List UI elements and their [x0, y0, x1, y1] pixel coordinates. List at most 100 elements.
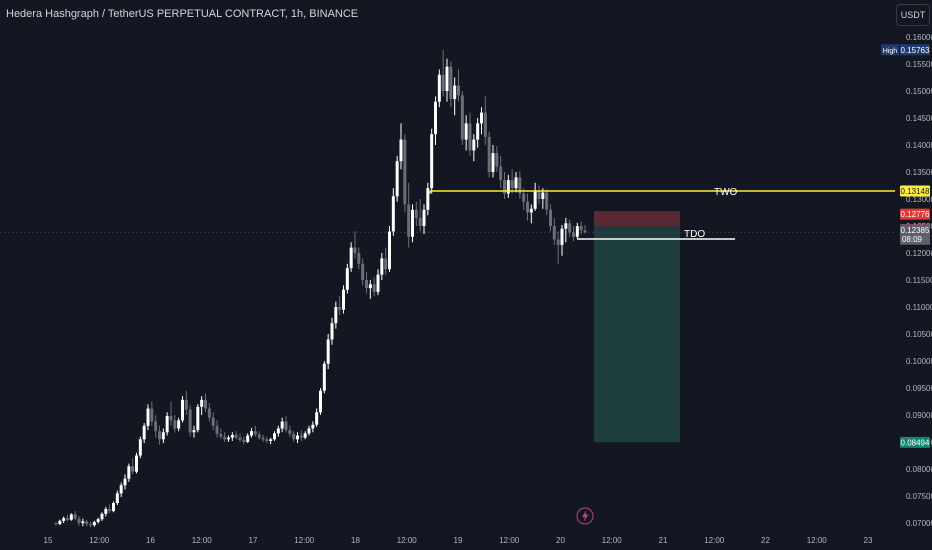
time-tick: 20 [556, 536, 565, 545]
candle-body [77, 518, 81, 523]
candle-body [219, 433, 223, 437]
candle-body [204, 399, 207, 409]
candle-body [391, 196, 395, 232]
candle-body [311, 424, 315, 429]
candle-body [342, 289, 345, 310]
candle-body [357, 253, 361, 264]
candle-body [472, 139, 476, 151]
candle-body [181, 399, 184, 421]
candle-body [142, 425, 146, 440]
price-tag-bg [900, 185, 930, 197]
candle-body [169, 416, 173, 421]
candle-body [361, 263, 365, 280]
price-tag-bg [900, 208, 930, 220]
price-tag-bg [900, 436, 930, 448]
candle-body [242, 439, 246, 442]
time-tick: 12:00 [397, 536, 418, 545]
time-tick: 12:00 [602, 536, 623, 545]
take-profit-zone [594, 226, 680, 443]
candle-body [296, 435, 299, 440]
time-tick: 12:00 [89, 536, 110, 545]
time-tick: 18 [351, 536, 360, 545]
candle-body [192, 430, 196, 433]
candle-body [58, 520, 62, 525]
candle-body [376, 274, 380, 292]
time-tick: 16 [146, 536, 155, 545]
candle-body [414, 209, 418, 218]
candle-body [514, 177, 518, 189]
candle-body [579, 226, 583, 231]
time-tick: 15 [44, 536, 53, 545]
price-tag-value: 0.12385 [901, 226, 930, 235]
stop-loss-zone [594, 211, 680, 227]
candle-body [499, 166, 503, 181]
candle-body [334, 307, 338, 324]
time-tick: 12:00 [807, 536, 828, 545]
candle-body [158, 431, 161, 440]
candle-body [196, 406, 200, 431]
time-tick: 17 [249, 536, 258, 545]
candle-body [146, 408, 150, 426]
candle-body [529, 208, 533, 213]
candle-body [322, 363, 326, 391]
candle-body [257, 434, 261, 438]
candle-body [230, 434, 234, 438]
candle-body [572, 232, 575, 237]
candle-body [112, 503, 115, 512]
candle-body [518, 177, 522, 194]
time-tick: 19 [454, 536, 463, 545]
candle-body [506, 180, 510, 194]
time-tick: 12:00 [704, 536, 725, 545]
candle-body [549, 209, 552, 226]
candle-body [380, 258, 384, 275]
chart-title: Hedera Hashgraph / TetherUS PERPETUAL CO… [6, 8, 359, 20]
candle-body [253, 431, 257, 435]
candle-body [108, 508, 112, 512]
candle-body [434, 101, 437, 135]
candle-body [92, 521, 96, 526]
candle-body [445, 66, 449, 91]
time-tick: 12:00 [294, 536, 315, 545]
candle-body [238, 437, 242, 440]
candle-body [338, 307, 342, 310]
price-tags: 0.15763High0.131480.127760.124650.123850… [881, 44, 930, 448]
price-tag-value: 0.15763 [901, 46, 930, 55]
candle-body [560, 228, 564, 245]
lightning-icon-ring [576, 507, 594, 525]
candle-body [173, 420, 177, 429]
lightning-icon[interactable] [576, 507, 594, 525]
candle-body [200, 399, 204, 407]
candle-body [96, 519, 100, 522]
candle-body [319, 390, 322, 413]
candle-body [177, 420, 181, 429]
price-tag: 0.12776 [900, 208, 930, 220]
price-tick: 0.07000 [906, 519, 932, 528]
candle-body [250, 431, 253, 436]
candle-body [269, 439, 273, 441]
position-zones [594, 211, 680, 443]
candle-body [115, 493, 119, 504]
price-tag-value: 0.13148 [901, 187, 930, 196]
candle-body [234, 434, 238, 438]
time-tick: 22 [761, 536, 770, 545]
time-axis: 15 12:00 16 12:00 17 12:00 18 12:00 19 12:00 20 12:… [44, 536, 873, 545]
time-tick: 12:00 [192, 536, 213, 545]
candle-body [261, 437, 265, 440]
candle-body [533, 190, 537, 209]
currency-button[interactable]: USDT [896, 4, 930, 26]
candle-body [430, 134, 434, 189]
candle-body [207, 408, 211, 418]
candle-body [131, 466, 135, 472]
price-tag-value: 0.12776 [901, 210, 930, 219]
candle-body [100, 513, 104, 520]
